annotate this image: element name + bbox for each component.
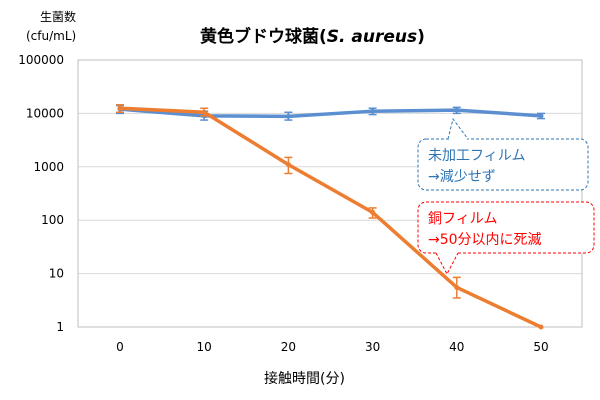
y-axis-label-line1: 生菌数 [40,10,77,24]
x-tick-label: 50 [533,340,548,354]
y-tick-label: 1000 [33,160,64,174]
x-axis-label: 接触時間(分) [264,371,345,387]
annotation-line2: →50分以内に死滅 [428,232,542,248]
plot-frame [77,59,583,328]
data-point [538,324,544,330]
data-point [454,107,460,113]
x-tick-label: 0 [116,340,124,354]
annotation-pointer-0 [447,117,469,140]
title-species: S. aureus [326,27,418,47]
data-point [201,109,207,115]
annotation-pointer-1 [435,252,459,276]
y-tick-label: 100000 [18,53,64,67]
y-tick-label: 10000 [26,106,64,120]
data-point [454,284,460,290]
annotation-line2: →減少せず [428,168,496,185]
annotation-box-1 [417,201,595,254]
data-point [370,108,376,114]
data-point [370,209,376,215]
data-point [285,113,291,119]
y-tick-label: 1 [56,320,64,334]
title-end: ) [417,27,425,47]
annotation-line1: 未加工フィルム [428,148,525,164]
y-tick-label: 100 [41,213,64,227]
chart-title: 黄色ブドウ球菌(S. aureus) [200,22,425,47]
data-point [538,113,544,119]
x-tick-label: 20 [281,340,296,354]
annotation-box-0 [417,138,589,191]
x-tick-label: 40 [449,340,464,354]
annotation-line1: 銅フィルム [428,211,497,227]
x-tick-label: 10 [197,340,212,354]
series-line-1 [119,106,542,329]
title-main: 黄色ブドウ球菌( [200,27,327,47]
y-tick-label: 10 [49,267,64,281]
y-axis-label-line2: (cfu/mL) [26,29,77,43]
data-point [117,105,123,111]
data-point [285,162,291,168]
x-tick-label: 30 [365,340,380,354]
series-line-0 [119,107,542,119]
